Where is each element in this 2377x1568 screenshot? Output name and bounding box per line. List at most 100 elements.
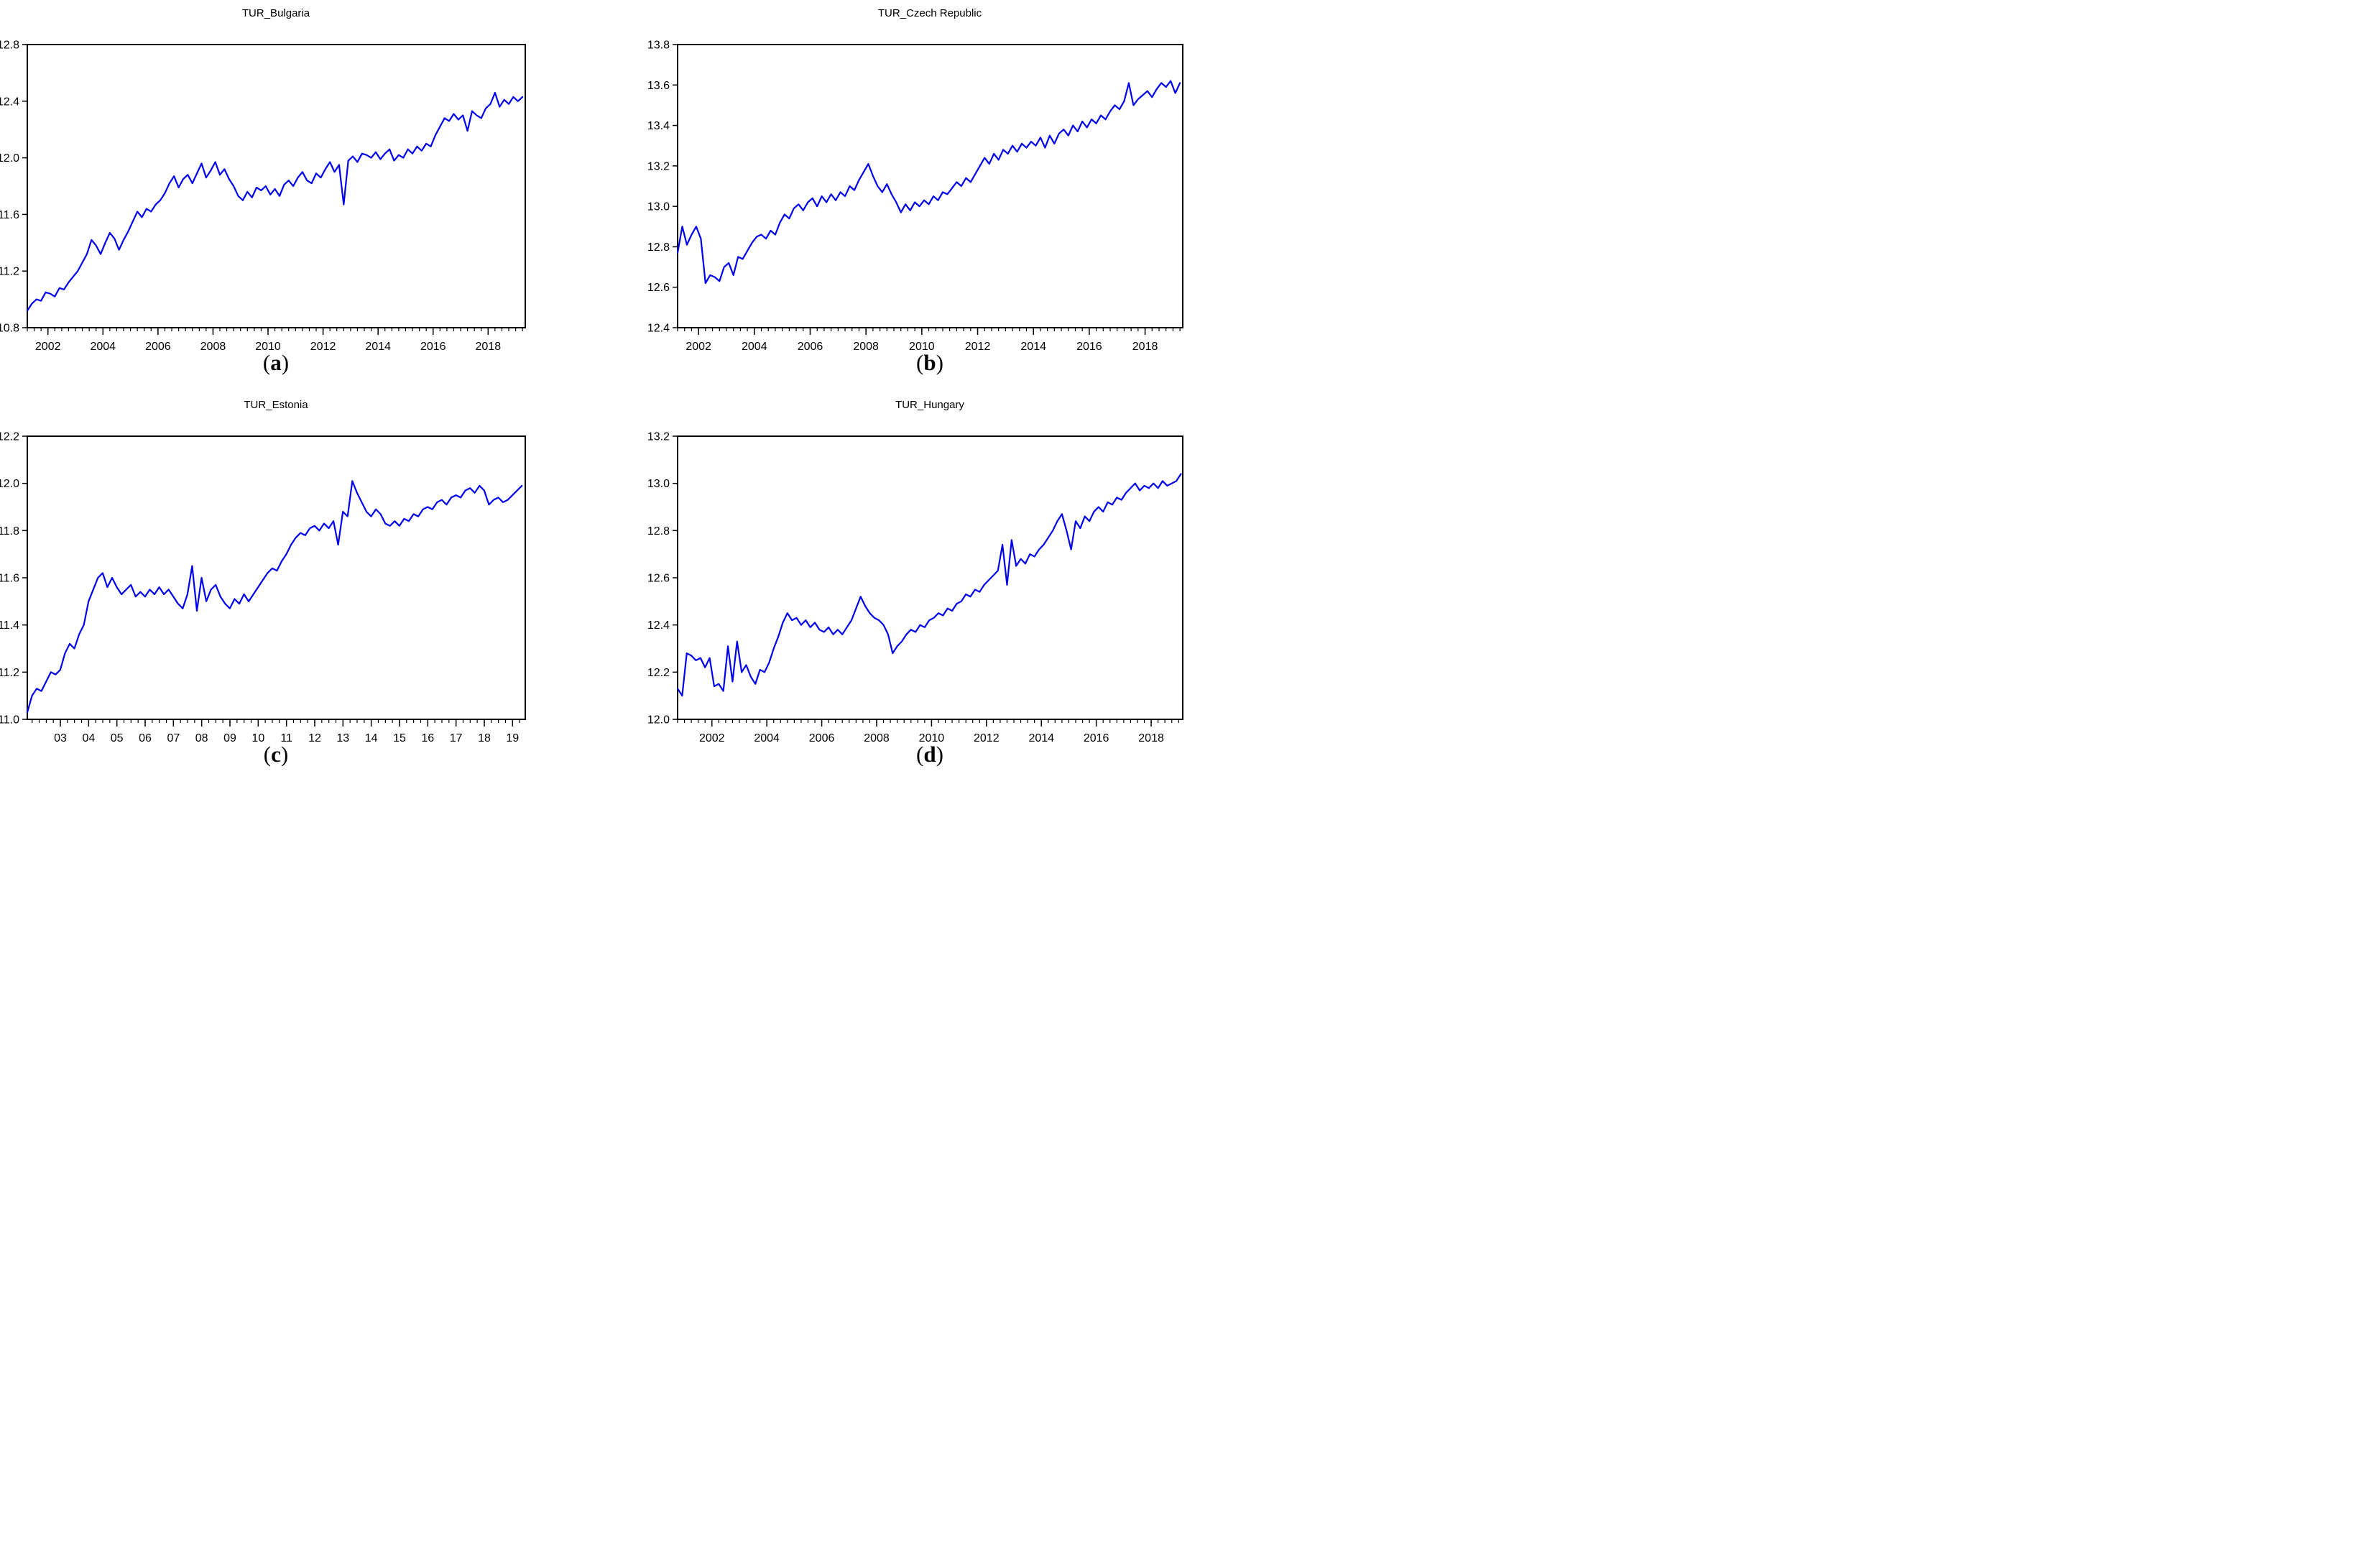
caption-close-paren: ): [936, 742, 943, 767]
svg-text:2018: 2018: [1132, 341, 1158, 353]
caption-letter: b: [923, 350, 936, 375]
line-chart-tur-estonia: 11.0 11.2 11.4 11.6 11.8 12.0 12.2 03 04 05 06 07 08…: [0, 431, 526, 744]
svg-text:2010: 2010: [909, 341, 935, 353]
svg-text:11.6: 11.6: [0, 573, 19, 585]
svg-text:19: 19: [506, 732, 519, 744]
line-chart-tur-bulgaria: 10.8 11.2 11.6 12.0 12.4 12.8 2002 2004 2006 2008…: [0, 40, 526, 353]
svg-text:04: 04: [82, 732, 95, 744]
svg-text:06: 06: [139, 732, 152, 744]
svg-text:2010: 2010: [255, 341, 281, 353]
svg-text:03: 03: [54, 732, 67, 744]
svg-text:16: 16: [421, 732, 434, 744]
svg-text:2016: 2016: [1084, 732, 1109, 744]
svg-text:11.0: 11.0: [0, 714, 19, 727]
svg-text:12.4: 12.4: [0, 96, 19, 108]
svg-text:2004: 2004: [754, 732, 780, 744]
svg-text:12.8: 12.8: [647, 241, 670, 254]
svg-text:2008: 2008: [864, 732, 890, 744]
chart-title-tur-hungary: TUR_Hungary: [895, 399, 964, 411]
svg-text:2006: 2006: [798, 341, 823, 353]
svg-text:2012: 2012: [965, 341, 991, 353]
svg-text:2004: 2004: [742, 341, 767, 353]
caption-letter: a: [270, 350, 282, 375]
svg-text:10: 10: [251, 732, 264, 744]
svg-text:12.2: 12.2: [647, 667, 670, 679]
svg-text:2018: 2018: [476, 341, 502, 353]
svg-text:2002: 2002: [699, 732, 725, 744]
svg-text:07: 07: [167, 732, 180, 744]
svg-text:2008: 2008: [200, 341, 226, 353]
chart-title-tur-estonia: TUR_Estonia: [244, 399, 308, 411]
svg-text:2006: 2006: [145, 341, 171, 353]
chart-panel-tur-hungary: 12.0 12.2 12.4 12.6 12.8 13.0 13.2 2002 2004 2006…: [594, 392, 1188, 783]
chart-panel-tur-bulgaria: 10.8 11.2 11.6 12.0 12.4 12.8 2002 2004 2006 2008…: [0, 0, 594, 392]
svg-text:12.2: 12.2: [0, 431, 19, 443]
svg-text:13: 13: [336, 732, 349, 744]
caption-close-paren: ): [280, 742, 289, 767]
svg-text:18: 18: [478, 732, 491, 744]
svg-text:2012: 2012: [974, 732, 1000, 744]
svg-text:13.4: 13.4: [647, 120, 670, 132]
panel-caption-c: (c): [264, 742, 288, 767]
caption-close-paren: ): [936, 350, 943, 375]
svg-text:11: 11: [280, 732, 292, 744]
line-chart-tur-hungary: 12.0 12.2 12.4 12.6 12.8 13.0 13.2 2002 2004 2006…: [647, 431, 1183, 744]
svg-text:11.2: 11.2: [0, 667, 19, 679]
svg-text:2016: 2016: [1076, 341, 1102, 353]
svg-text:2004: 2004: [90, 341, 116, 353]
svg-text:13.2: 13.2: [647, 431, 670, 443]
chart-panel-tur-estonia: 11.0 11.2 11.4 11.6 11.8 12.0 12.2 03 04 05 06 07 08…: [0, 392, 594, 783]
four-panel-time-series-figure: 10.8 11.2 11.6 12.0 12.4 12.8 2002 2004 2006 2008…: [0, 0, 1188, 784]
chart-panel-tur-czech-republic: 12.4 12.6 12.8 13.0 13.2 13.4 13.6 13.8 2002 2004…: [594, 0, 1188, 392]
svg-text:12.0: 12.0: [647, 714, 670, 727]
panel-caption-d: (d): [916, 742, 943, 767]
chart-title-tur-bulgaria: TUR_Bulgaria: [241, 7, 310, 19]
svg-text:17: 17: [450, 732, 463, 744]
svg-text:12.0: 12.0: [0, 478, 19, 490]
svg-text:12.0: 12.0: [0, 152, 19, 165]
caption-open-paren: (: [916, 742, 924, 767]
svg-text:2006: 2006: [809, 732, 835, 744]
svg-text:2002: 2002: [686, 341, 711, 353]
svg-text:2010: 2010: [919, 732, 945, 744]
svg-text:12.4: 12.4: [647, 323, 670, 335]
svg-text:2014: 2014: [1028, 732, 1054, 744]
svg-text:2012: 2012: [310, 341, 336, 353]
svg-text:09: 09: [223, 732, 236, 744]
caption-letter: c: [271, 742, 281, 767]
line-chart-tur-czech-republic: 12.4 12.6 12.8 13.0 13.2 13.4 13.6 13.8 2002 2004…: [647, 40, 1183, 353]
caption-close-paren: ): [281, 350, 290, 375]
svg-text:08: 08: [195, 732, 208, 744]
svg-text:13.0: 13.0: [647, 201, 670, 213]
svg-text:2014: 2014: [365, 341, 391, 353]
svg-text:2016: 2016: [420, 341, 446, 353]
chart-title-tur-czech-republic: TUR_Czech Republic: [877, 7, 982, 19]
svg-text:11.4: 11.4: [0, 619, 19, 632]
svg-text:2014: 2014: [1020, 341, 1046, 353]
svg-text:2002: 2002: [35, 341, 61, 353]
caption-open-paren: (: [262, 350, 271, 375]
svg-text:12.4: 12.4: [647, 619, 670, 632]
panel-caption-a: (a): [263, 350, 289, 376]
svg-text:12.6: 12.6: [647, 573, 670, 585]
svg-text:12.8: 12.8: [647, 525, 670, 538]
svg-text:11.2: 11.2: [0, 266, 19, 278]
svg-text:13.6: 13.6: [647, 80, 670, 92]
svg-text:11.6: 11.6: [0, 209, 19, 221]
caption-open-paren: (: [263, 742, 272, 767]
svg-text:12.8: 12.8: [0, 40, 19, 52]
svg-text:12: 12: [308, 732, 321, 744]
svg-text:05: 05: [111, 732, 124, 744]
svg-text:13.8: 13.8: [647, 40, 670, 52]
svg-text:2008: 2008: [853, 341, 879, 353]
svg-text:13.2: 13.2: [647, 160, 670, 172]
svg-text:13.0: 13.0: [647, 478, 670, 490]
svg-text:15: 15: [393, 732, 406, 744]
svg-text:11.8: 11.8: [0, 525, 19, 538]
caption-letter: d: [923, 742, 936, 767]
panel-caption-b: (b): [916, 350, 943, 376]
svg-text:2018: 2018: [1138, 732, 1164, 744]
caption-open-paren: (: [916, 350, 924, 375]
svg-text:10.8: 10.8: [0, 323, 19, 335]
svg-text:12.6: 12.6: [647, 282, 670, 294]
